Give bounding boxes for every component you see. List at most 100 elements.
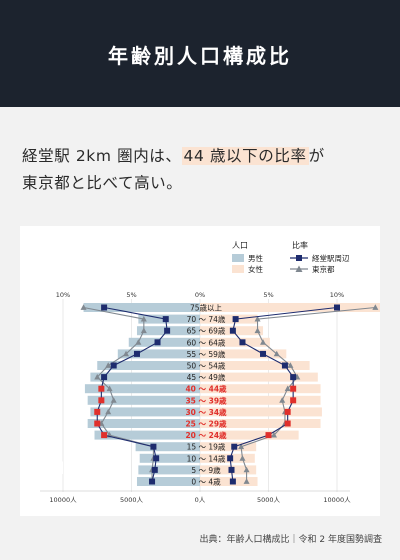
kyodo-female-marker [290, 397, 297, 404]
tokyo-female-marker [279, 397, 286, 403]
female-bar [200, 442, 257, 452]
headline-part2: が [308, 147, 325, 165]
legend: 人口 比率 男性 女性 経堂駅周辺 東京都 [232, 240, 350, 274]
kyodo-male-marker [94, 420, 101, 427]
male-bar [138, 314, 200, 324]
female-bar [200, 419, 321, 428]
kyodo-male-marker [149, 478, 156, 485]
kyodo-female-marker [281, 362, 288, 369]
legend-tokyo-label: 東京都 [312, 264, 335, 274]
header-bar: 年齢別人口構成比 [0, 0, 400, 107]
age-label: 0 ～ 4歳 [191, 477, 221, 487]
headline-highlight: 44 歳以下の比率 [181, 147, 309, 165]
legend-tokyo-marker [295, 265, 303, 272]
legend-male-label: 男性 [248, 253, 263, 263]
legend-kyodo-label: 経堂駅周辺 [312, 253, 350, 263]
male-bar [87, 395, 200, 405]
source-note: 出典：年齢人口構成比｜令和 2 年度国勢調査 [199, 535, 382, 545]
age-label: 30 ～ 34歳 [185, 407, 227, 417]
male-bar [139, 453, 200, 463]
female-bar [200, 407, 322, 417]
tokyo-male-marker [123, 350, 130, 357]
tokyo-male-marker [105, 408, 112, 415]
female-bar [200, 395, 321, 405]
male-bar [87, 419, 200, 428]
female-bar [200, 361, 310, 370]
tokyo-male-marker [135, 339, 142, 345]
kyodo-female-line [229, 306, 338, 482]
kyodo-male-marker [110, 362, 117, 369]
age-label: 5 ～ 9歳 [191, 465, 221, 475]
age-label: 35 ～ 39歳 [185, 395, 227, 405]
percent-tick-label: 10% [330, 291, 344, 299]
age-label: 25 ～ 29歳 [185, 419, 227, 429]
tokyo-male-marker [106, 385, 113, 392]
ratio-lines [80, 304, 379, 485]
kyodo-male-marker [101, 432, 108, 439]
percent-tick-label: 0% [195, 291, 205, 299]
tokyo-male-marker [80, 304, 87, 310]
population-tick-label: 5000人 [120, 496, 144, 504]
tokyo-female-marker [239, 455, 246, 461]
percent-tick-label: 5% [126, 291, 136, 299]
legend-kyodo-marker [296, 255, 302, 261]
kyodo-female-marker [334, 304, 340, 311]
headline-part1: 経堂駅 2km 圏内は、 [22, 147, 182, 165]
female-bar [200, 384, 321, 394]
kyodo-male-marker [133, 350, 140, 357]
population-bars [83, 303, 381, 486]
kyodo-female-marker [228, 466, 235, 473]
age-label: 40 ～ 44歳 [185, 384, 227, 394]
male-bar [128, 337, 200, 347]
kyodo-male-marker [98, 397, 105, 404]
kyodo-male-marker [101, 374, 108, 381]
female-bar [200, 372, 318, 382]
age-label: 70 ～ 74歳 [187, 314, 226, 324]
kyodo-female-marker [265, 432, 272, 439]
male-bar [135, 442, 200, 452]
female-bar [200, 303, 381, 312]
population-tick-label: 10000人 [49, 496, 77, 504]
male-bar [90, 407, 200, 417]
tokyo-female-marker [243, 478, 250, 484]
male-bar [84, 384, 200, 394]
kyodo-male-line [96, 306, 168, 482]
age-label: 45 ～ 49歳 [187, 372, 226, 382]
tokyo-male-marker [94, 373, 101, 380]
population-tick-label: 10000人 [323, 496, 351, 504]
kyodo-male-marker [154, 339, 161, 346]
female-bar [200, 465, 257, 475]
male-bar [94, 430, 200, 440]
age-label: 75歳以上 [190, 303, 223, 313]
female-bar [200, 314, 258, 324]
kyodo-male-marker [164, 327, 171, 334]
female-bar [200, 430, 299, 440]
tokyo-female-marker [243, 466, 250, 473]
male-bar [117, 349, 200, 359]
tokyo-male-line [83, 306, 154, 482]
male-bar [136, 477, 200, 486]
female-bar [200, 349, 287, 359]
tokyo-female-marker [254, 327, 261, 334]
population-pyramid-chart: 人口 比率 男性 女性 経堂駅周辺 東京都 10%5%0%5%10%15% 75… [40, 240, 400, 504]
kyodo-male-marker [101, 304, 108, 311]
kyodo-female-marker [227, 455, 234, 462]
population-axis: 10000人 5000人 0人 5000人 10000人 [40, 490, 351, 504]
population-tick-label: 0人 [195, 496, 206, 504]
tokyo-female-marker [238, 443, 245, 450]
tokyo-female-marker [273, 350, 280, 357]
age-label: 10 ～ 14歳 [187, 453, 226, 463]
kyodo-female-marker [290, 374, 297, 381]
male-bar [97, 361, 200, 370]
male-bar [138, 465, 200, 475]
kyodo-female-marker [260, 350, 267, 357]
age-label: 65 ～ 69歳 [187, 326, 226, 336]
kyodo-male-marker [153, 455, 160, 462]
female-bar [200, 477, 258, 486]
kyodo-female-marker [239, 339, 246, 346]
kyodo-male-marker [151, 466, 158, 473]
chart-card: 人口 比率 男性 女性 経堂駅周辺 東京都 10%5%0%5%10%15% 75… [20, 226, 400, 516]
headline-line2: 東京都と比べて高い。 [22, 174, 183, 192]
kyodo-male-marker [98, 385, 105, 392]
